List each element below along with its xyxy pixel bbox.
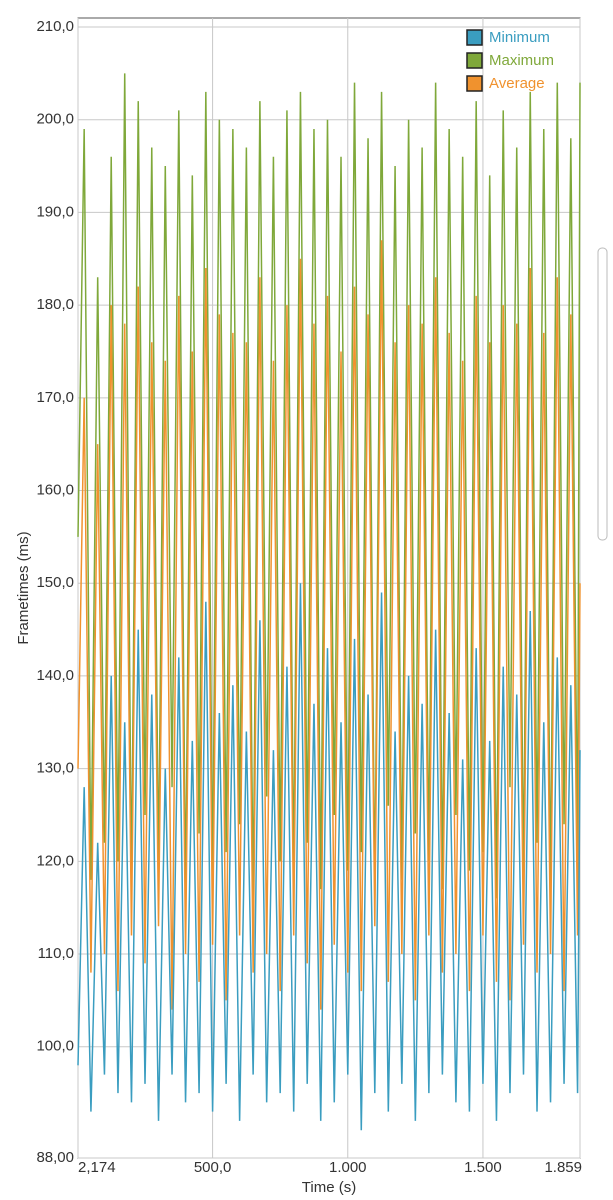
series-line: [77, 583, 581, 1131]
x-tick-label: 1.859: [544, 1159, 582, 1176]
y-tick-label: 130,0: [36, 760, 74, 777]
y-tick-label: 190,0: [36, 203, 74, 220]
y-axis-label: Frametimes (ms): [15, 531, 32, 644]
y-tick-label: 100,0: [36, 1038, 74, 1055]
y-tick-label: 180,0: [36, 296, 74, 313]
x-tick-label: 1.500: [464, 1159, 502, 1176]
series-line: [77, 240, 581, 1010]
legend-label: Average: [489, 75, 545, 92]
x-tick-label: 1.000: [329, 1159, 367, 1176]
x-tick-label: 2,174: [78, 1159, 116, 1176]
scrollbar[interactable]: [597, 247, 608, 541]
y-tick-label: 120,0: [36, 852, 74, 869]
legend-label: Minimum: [489, 29, 550, 46]
y-tick-label: 110,0: [38, 945, 74, 962]
y-tick-label: 140,0: [36, 667, 74, 684]
legend-swatch: [466, 29, 483, 46]
y-tick-label: 150,0: [36, 574, 74, 591]
x-axis-label: Time (s): [302, 1179, 356, 1196]
y-tick-label: 200,0: [36, 111, 74, 128]
x-tick-label: 500,0: [194, 1159, 232, 1176]
y-tick-label: 170,0: [36, 389, 74, 406]
y-tick-label: 160,0: [36, 481, 74, 498]
legend-swatch: [466, 52, 483, 69]
y-tick-label: 210,0: [36, 18, 74, 35]
series-line: [77, 73, 581, 908]
legend-label: Maximum: [489, 52, 554, 69]
y-tick-label: 88,00: [36, 1149, 74, 1166]
legend-swatch: [466, 75, 483, 92]
